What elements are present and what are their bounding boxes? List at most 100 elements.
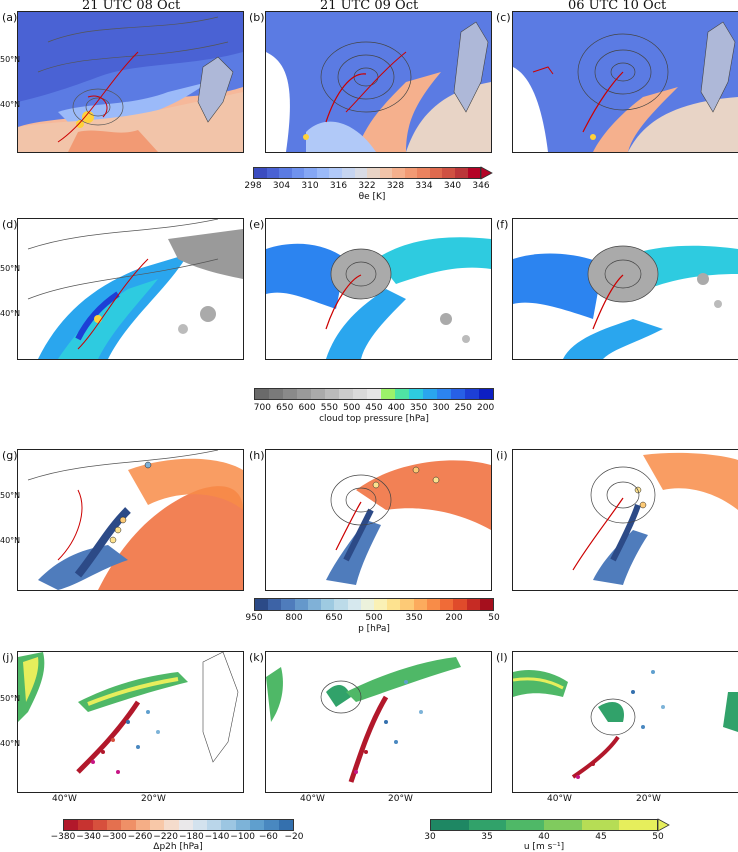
u-color-step-1 [468, 820, 507, 830]
theta_e-color-step-4 [304, 168, 317, 178]
u-color-step-3 [544, 820, 582, 830]
dp2h-field-j [18, 652, 239, 774]
u-color-step-0 [431, 820, 469, 830]
p-tick-label: 950 [245, 613, 263, 623]
lat-label-50n-row4: 50°N [0, 694, 21, 703]
u-tick-label: 35 [481, 832, 493, 842]
lon-label-20w-j: 20°W [141, 794, 166, 804]
theta_e-tick-label: 346 [472, 181, 490, 191]
ctp-tick-label: 300 [432, 403, 450, 413]
panel-label-k: (k) [249, 651, 264, 664]
lat-label-40n-row3: 40°N [0, 536, 21, 545]
dp-color-step-5 [135, 820, 150, 830]
ctp-color-step-9 [381, 389, 395, 399]
p-color-step-2 [281, 599, 295, 610]
lon-label-40w-k: 40°W [300, 794, 325, 804]
dp-color-step-3 [106, 820, 122, 830]
trajectory-field-i [572, 452, 738, 585]
dp-color-step-2 [92, 820, 107, 830]
column-title-2: 21 UTC 09 Oct [320, 0, 419, 13]
u-tick-label: 45 [595, 832, 607, 842]
dp-tick-label: −300 [101, 832, 127, 842]
p-color-step-0 [255, 599, 269, 610]
colorbar-cloud-top-pressure-label: cloud top pressure [hPa] [319, 414, 429, 424]
theta_e-tick-label: 340 [443, 181, 462, 191]
theta_e-color-step-17 [467, 168, 481, 178]
p-tick-label: 350 [405, 613, 423, 623]
lat-label-40n-row1: 40°N [0, 100, 21, 109]
lon-label-40w-l: 40°W [547, 794, 572, 804]
p-color-step-10 [387, 599, 401, 610]
map-panel-b [265, 11, 492, 153]
panel-label-f: (f) [496, 218, 509, 231]
colorbar-dp2h-label: Δp2h [hPa] [153, 842, 203, 852]
dp-tick-label: −180 [178, 832, 204, 842]
panel-label-h: (h) [249, 449, 265, 462]
colorbar-pressure [254, 598, 494, 611]
theta_e-color-step-8 [354, 168, 368, 178]
theta_e-color-step-0 [254, 168, 267, 178]
dp-color-step-6 [149, 820, 165, 830]
panel-label-c: (c) [496, 11, 511, 24]
dp-tick-label: −220 [153, 832, 179, 842]
cloud-top-field-e [266, 237, 491, 359]
colorbar-u [430, 819, 658, 831]
dp-color-step-11 [221, 820, 236, 830]
ctp-color-step-15 [465, 389, 479, 399]
p-color-step-6 [334, 599, 348, 610]
theta-e-field-b [266, 12, 491, 152]
ctp-color-step-5 [325, 389, 339, 399]
theta_e-tick-label: 304 [272, 181, 291, 191]
dp-color-step-4 [121, 820, 136, 830]
theta_e-color-step-13 [417, 168, 430, 178]
map-panel-e [265, 218, 492, 360]
theta_e-color-step-6 [329, 168, 342, 178]
map-panel-l [512, 651, 738, 793]
ctp-color-step-14 [451, 389, 465, 399]
theta_e-color-step-7 [341, 168, 355, 178]
p-color-step-4 [307, 599, 322, 610]
map-panel-g [17, 449, 244, 591]
ctp-color-step-7 [353, 389, 367, 399]
ctp-tick-label: 650 [276, 403, 294, 413]
p-tick-label: 800 [285, 613, 303, 623]
map-panel-j [17, 651, 244, 793]
colorbar-theta-e-extend-arrow [480, 166, 493, 180]
ctp-tick-label: 600 [298, 403, 316, 413]
ctp-color-step-12 [423, 389, 437, 399]
dp-tick-label: −60 [258, 832, 278, 842]
lat-label-50n-row1: 50°N [0, 55, 21, 64]
dp-tick-label: −340 [76, 832, 102, 842]
ctp-color-step-1 [269, 389, 283, 399]
p-tick-label: 650 [325, 613, 343, 623]
lat-label-40n-row4: 40°N [0, 739, 21, 748]
theta_e-tick-label: 298 [244, 181, 262, 191]
dp-color-step-12 [235, 820, 251, 830]
dp-color-step-1 [78, 820, 93, 830]
dp-tick-label: −260 [127, 832, 153, 842]
colorbar-cloud-top-pressure [254, 388, 494, 400]
ctp-tick-label: 700 [253, 403, 271, 413]
lon-label-20w-l: 20°W [636, 794, 661, 804]
p-color-step-14 [440, 599, 454, 610]
dp-color-step-9 [192, 820, 208, 830]
ctp-color-step-3 [297, 389, 311, 399]
theta_e-color-step-11 [392, 168, 405, 178]
map-panel-d [17, 218, 244, 360]
theta_e-color-step-10 [379, 168, 393, 178]
theta_e-color-step-2 [279, 168, 292, 178]
colorbar-theta-e-label: θe [K] [358, 192, 386, 202]
cloud-top-field-d [27, 219, 243, 359]
p-color-step-9 [373, 599, 388, 610]
theta_e-tick-label: 328 [386, 181, 405, 191]
dp-color-step-7 [164, 820, 179, 830]
p-color-step-7 [347, 599, 361, 610]
colorbar-theta-e [253, 167, 481, 179]
u-color-step-2 [506, 820, 545, 830]
p-color-step-8 [360, 599, 374, 610]
ctp-color-step-11 [409, 389, 423, 399]
panel-label-a: (a) [2, 11, 18, 24]
p-color-step-13 [426, 599, 441, 610]
ctp-color-step-8 [367, 389, 381, 399]
column-title-1: 21 UTC 08 Oct [82, 0, 181, 13]
